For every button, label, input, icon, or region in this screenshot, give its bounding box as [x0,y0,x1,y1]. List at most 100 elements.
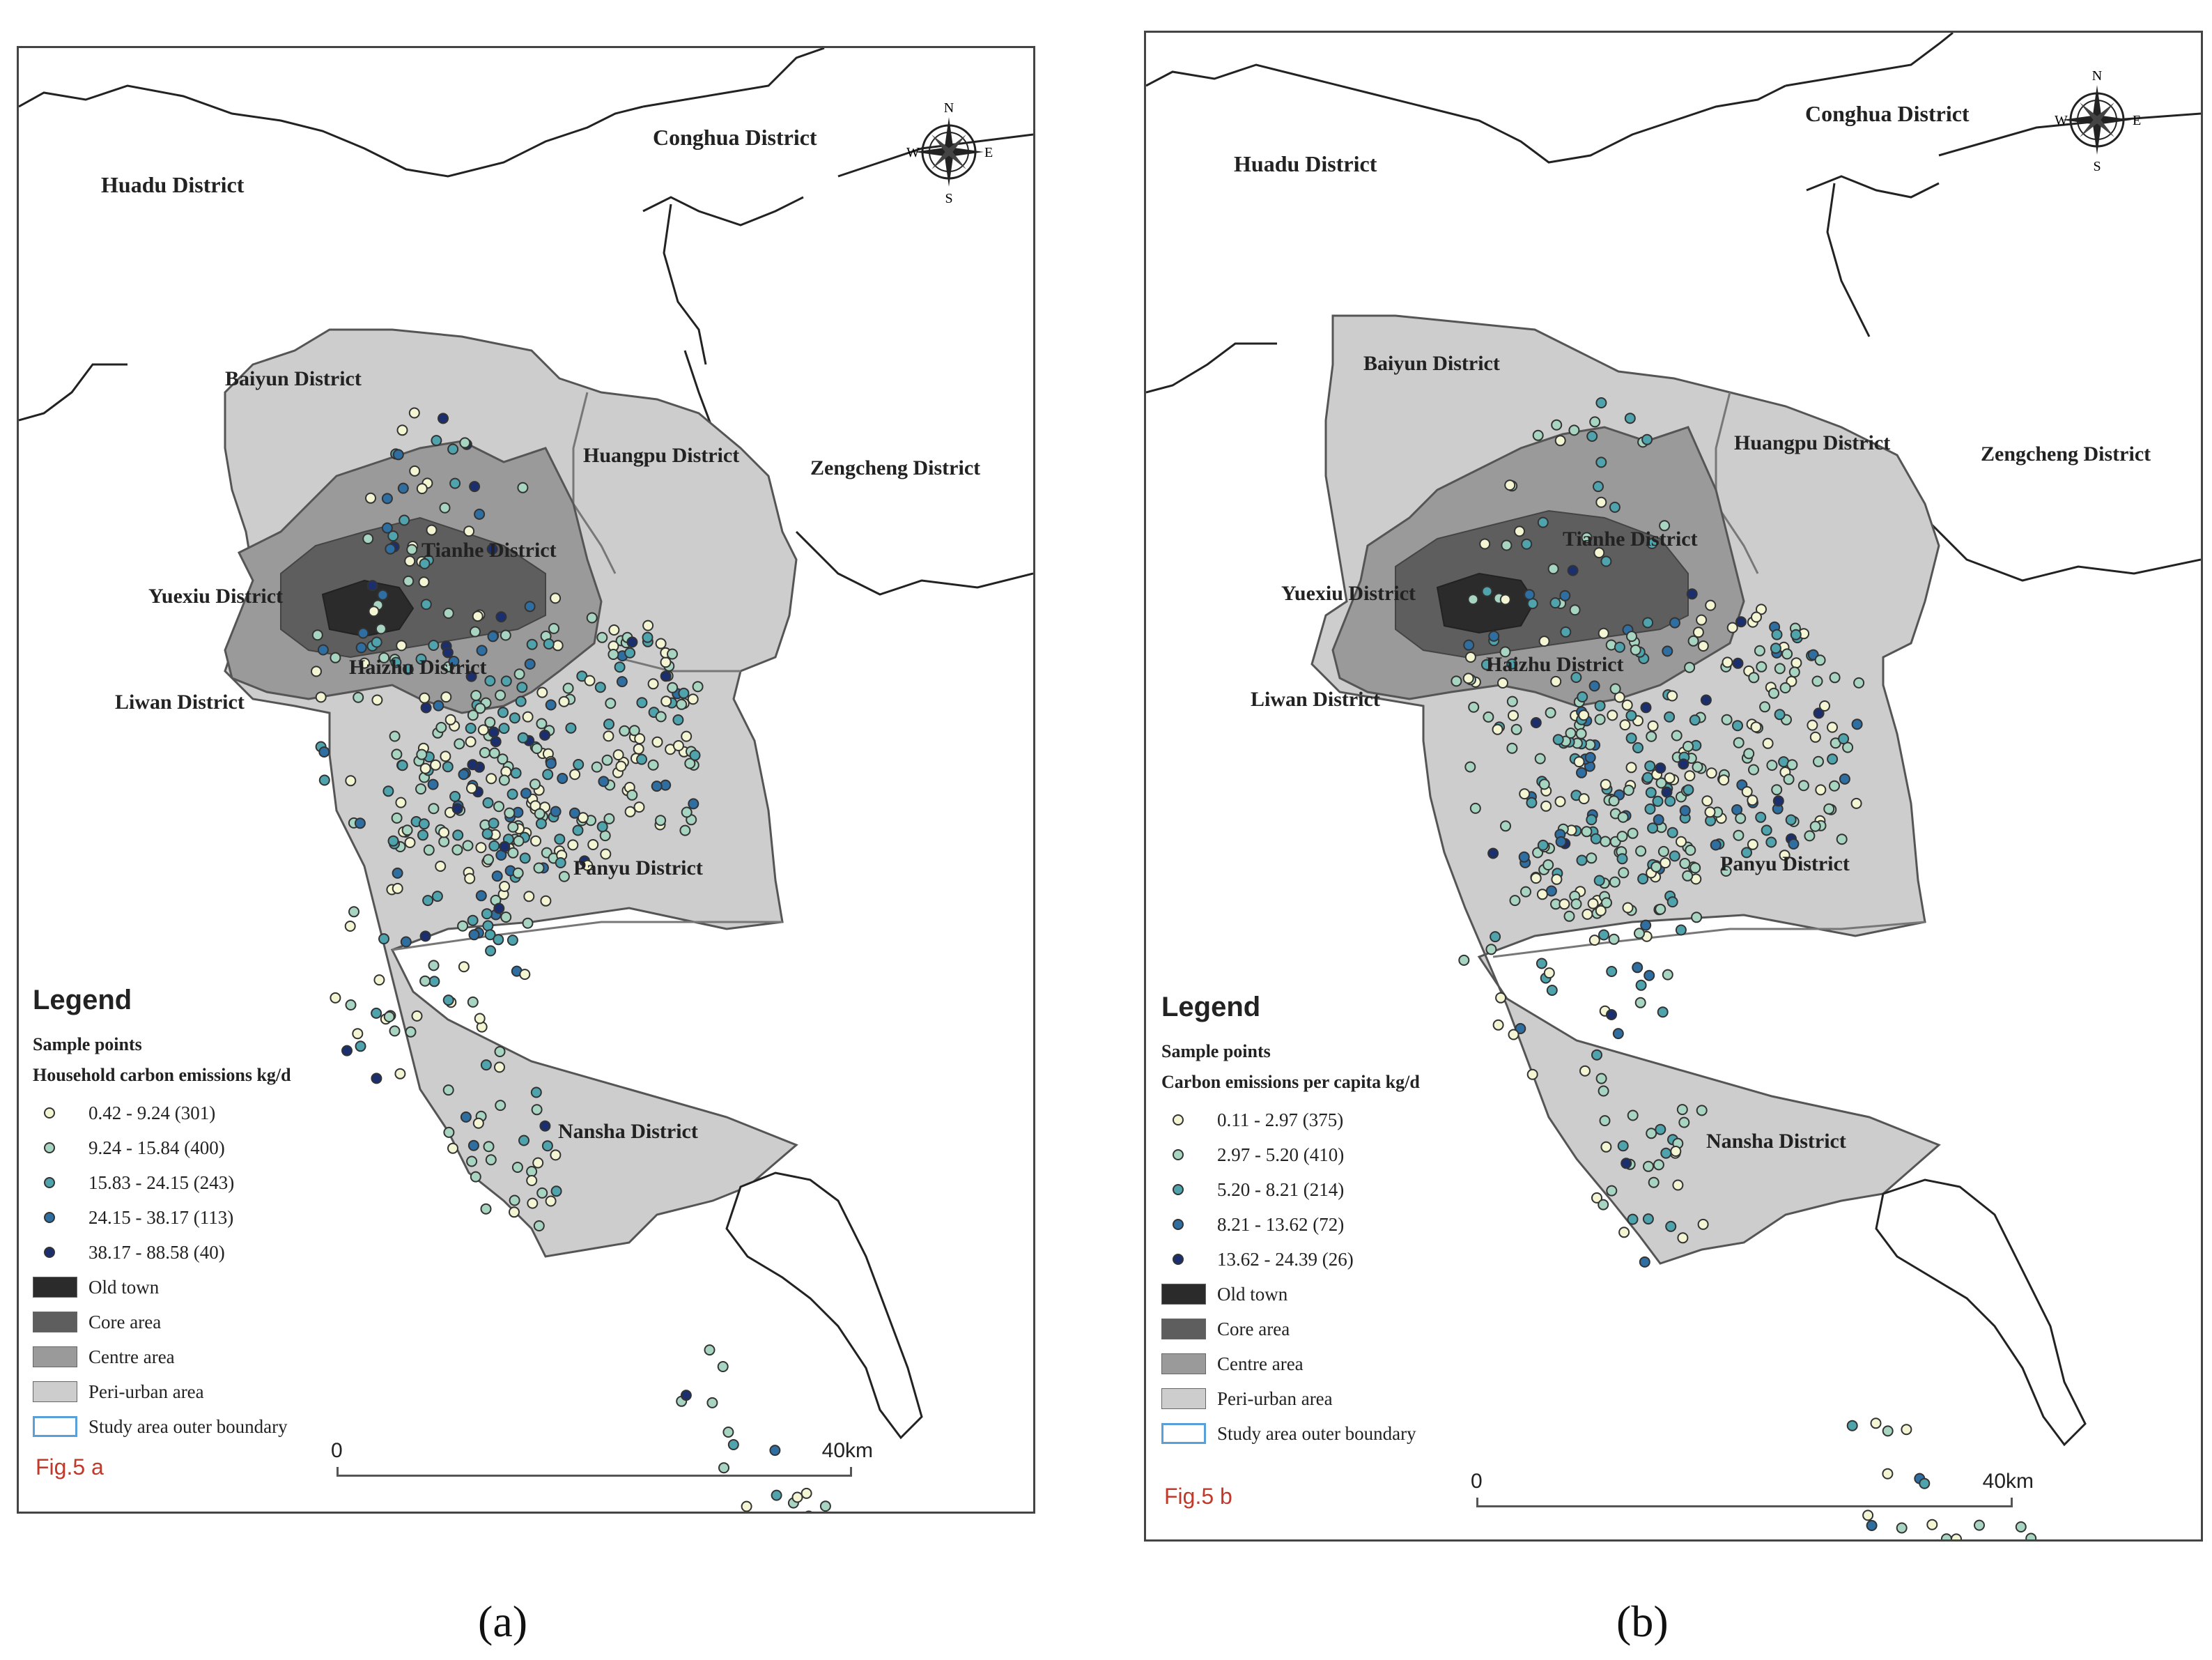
sample-point [1483,711,1494,723]
sample-point [1732,720,1743,732]
sample-point [1497,677,1508,689]
legend-dot-icon [44,1247,55,1258]
study-area-outer-boundary [1875,1178,2087,1447]
district-label-panyu: Panyu District [573,856,703,879]
sample-point [1616,831,1628,843]
sample-point [394,1068,406,1079]
admin-boundary-line [1785,33,1954,87]
sample-point [495,611,507,623]
sample-point [419,762,431,774]
sample-point [1595,496,1607,508]
sample-point [557,773,569,784]
sample-point [423,844,435,856]
sample-point [371,694,383,706]
admin-boundary-line [1938,112,2201,157]
sample-point [550,1185,562,1197]
sample-point [442,647,454,659]
sample-point [1774,709,1786,721]
sample-point [1870,1417,1882,1429]
legend-title: Legend [33,985,132,1015]
sample-point [1722,656,1733,668]
district-label-conghua: Conghua District [1805,101,1970,126]
compass-w: W [906,145,920,160]
sample-point [531,1104,543,1116]
sample-point [542,769,554,781]
sample-point [608,624,620,636]
sample-point [687,693,699,705]
legend-class-item: 5.20 - 8.21 (214) [1161,1172,1420,1207]
sample-point [1490,931,1501,943]
sample-point [522,917,534,929]
sample-point [353,691,364,703]
sample-point [1768,687,1779,699]
district-label-yuexiu: Yuexiu District [148,585,284,608]
sample-point [612,749,624,761]
sample-point [411,1010,423,1022]
sample-point [667,682,679,693]
sample-point [655,815,667,827]
sample-point [494,1046,506,1057]
sample-point [493,801,504,813]
sample-point [1488,630,1500,642]
sample-point [419,930,431,942]
sample-point [419,558,431,569]
compass-n: N [2092,68,2102,84]
sample-point [428,976,440,987]
sample-point [791,1491,803,1503]
sample-point [506,935,518,946]
sample-point [399,514,410,526]
legend-zone-item: Core area [1161,1312,1420,1346]
legend-field: Household carbon emissions kg/d [33,1065,291,1085]
sample-point [533,862,545,874]
sample-point [401,824,413,836]
sample-point [554,833,566,845]
sample-point [1940,1533,1952,1539]
sample-point [1754,645,1765,656]
sample-point [1814,654,1826,666]
legend-swatch [33,1416,77,1437]
sample-point [1819,700,1830,712]
legend-swatch [33,1277,77,1298]
sample-point [482,920,494,932]
compass-s: S [2093,159,2101,172]
sample-point [1666,896,1678,908]
sample-point [558,870,570,882]
sample-point [404,555,416,567]
sample-point [1660,1147,1672,1159]
sample-point [1696,614,1708,626]
sample-point [1581,532,1593,544]
sample-point [1600,1141,1612,1153]
sample-point [509,1194,520,1206]
sample-point [485,1154,497,1166]
sample-point [1691,912,1703,923]
sample-point [1771,784,1783,796]
sample-point [1783,774,1795,785]
sample-point [628,725,640,737]
legend-dot-icon [44,1142,55,1153]
sample-point [1666,827,1678,838]
sample-point [1771,629,1783,640]
figure-label: Fig.5 b [1164,1484,1232,1509]
district-label-yuexiu: Yuexiu District [1281,582,1416,605]
sample-point [1655,762,1666,774]
sample-point [1506,695,1518,707]
sample-point [462,840,474,852]
sample-point [1588,680,1600,692]
sample-point [495,1100,506,1112]
sample-point [442,608,454,619]
sample-point [1710,839,1722,851]
sample-point [1632,742,1643,753]
sample-point [1655,903,1666,915]
sample-point [1646,538,1658,549]
sample-point [498,723,510,735]
sample-point [1697,1218,1709,1230]
sample-point [1669,850,1680,862]
sample-point [1595,1073,1607,1084]
sample-point [1759,701,1771,713]
sample-point [486,544,498,555]
sample-point [1781,648,1793,660]
sample-point [1829,780,1840,792]
sample-point [416,748,428,760]
sample-point [1665,1220,1677,1232]
sample-point [1600,778,1611,790]
